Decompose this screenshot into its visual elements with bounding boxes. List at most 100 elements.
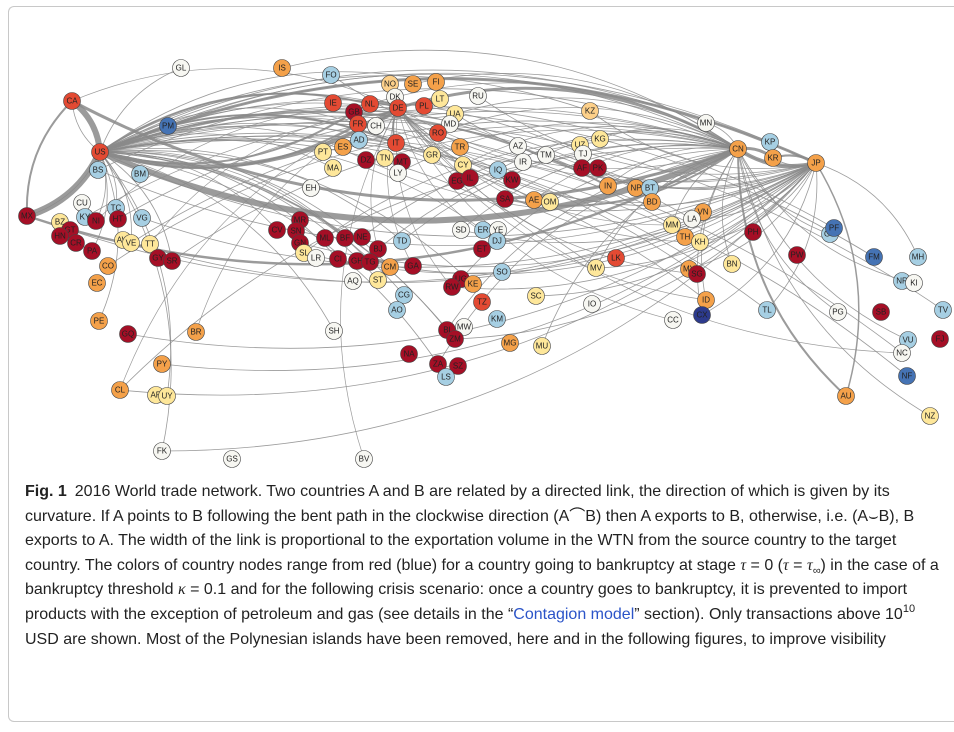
country-node [395, 286, 413, 304]
country-node [683, 210, 701, 228]
country-label: PY [157, 360, 168, 369]
country-label: EH [305, 184, 316, 193]
trade-link [99, 151, 172, 452]
trade-link [815, 162, 919, 258]
trade-link [171, 129, 739, 262]
country-node [587, 259, 605, 277]
country-node [607, 249, 625, 267]
country-label: SA [500, 195, 511, 204]
trade-link [737, 148, 915, 284]
country-label: MX [21, 212, 34, 221]
country-label: NP [630, 184, 641, 193]
caption-text: = 0 ( [746, 556, 783, 574]
country-label: VN [697, 208, 708, 217]
country-node [583, 295, 601, 313]
country-label: KH [694, 238, 705, 247]
trade-link [99, 110, 875, 258]
country-label: TN [380, 154, 391, 163]
country-node [187, 323, 205, 341]
country-label: RO [432, 129, 444, 138]
country-label: FR [353, 120, 364, 129]
country-label: MT [396, 158, 408, 167]
country-node [493, 263, 511, 281]
caption-label: Fig. 1 [25, 483, 67, 500]
country-label: CX [696, 311, 708, 320]
country-node [429, 355, 447, 373]
country-node [489, 161, 507, 179]
country-label: UG [455, 275, 467, 284]
country-node [67, 234, 85, 252]
country-node [119, 325, 137, 343]
trade-link [99, 115, 693, 220]
country-node [133, 209, 151, 227]
trade-link [117, 110, 739, 220]
country-label: NR [896, 277, 908, 286]
country-node [788, 246, 806, 264]
country-label: PA [87, 247, 98, 256]
country-label: SH [328, 327, 339, 336]
country-label: BN [726, 260, 737, 269]
caption-text: κ [177, 581, 186, 599]
trade-link [71, 68, 399, 109]
country-node [934, 301, 952, 319]
country-label: MA [327, 164, 340, 173]
country-label: KY [80, 213, 91, 222]
country-node [325, 322, 343, 340]
country-label: CL [115, 386, 126, 395]
country-label: TZ [477, 298, 487, 307]
country-label: AR [150, 391, 161, 400]
country-label: KP [765, 138, 776, 147]
country-label: PW [791, 251, 804, 260]
country-node [643, 193, 661, 211]
country-label: GL [176, 64, 187, 73]
country-node [122, 234, 140, 252]
country-node [329, 250, 347, 268]
country-node [223, 450, 241, 468]
caption-text: τ [806, 556, 813, 574]
trade-link [99, 104, 835, 229]
country-label: DK [389, 93, 401, 102]
trade-link [460, 148, 739, 280]
country-node [533, 337, 551, 355]
country-node [99, 257, 117, 275]
country-label: ZM [449, 335, 461, 344]
country-node [537, 146, 555, 164]
trade-link [688, 162, 817, 270]
country-label: LK [611, 254, 621, 263]
country-label: BJ [373, 245, 382, 254]
trade-link [99, 111, 355, 165]
country-label: BF [340, 234, 350, 243]
country-node [344, 272, 362, 290]
country-label: BV [359, 455, 370, 464]
country-node [369, 271, 387, 289]
country-label: ML [319, 234, 331, 243]
country-node [389, 164, 407, 182]
country-label: GT [64, 226, 75, 235]
caption-text: ) in the case of a bankruptcy threshold [25, 556, 939, 599]
country-label: TG [364, 258, 375, 267]
country-node [541, 193, 559, 211]
country-node [589, 159, 607, 177]
country-label: SO [496, 268, 508, 277]
country-label: BI [443, 326, 451, 335]
country-label: GS [226, 455, 238, 464]
country-node [404, 75, 422, 93]
country-label: PL [419, 102, 429, 111]
trade-link [141, 162, 817, 268]
country-label: IO [588, 300, 596, 309]
country-node [509, 137, 527, 155]
country-node [488, 232, 506, 250]
country-node [663, 216, 681, 234]
country-label: TD [397, 237, 408, 246]
trade-link [119, 162, 817, 396]
country-label: PH [747, 228, 758, 237]
country-label: EC [91, 279, 102, 288]
trade-link [161, 162, 817, 452]
country-label: GN [294, 239, 306, 248]
country-label: AO [391, 306, 403, 315]
trade-link [127, 162, 817, 349]
country-node [829, 303, 847, 321]
caption-text[interactable]: Contagion model [513, 605, 635, 623]
country-label: KR [767, 154, 778, 163]
